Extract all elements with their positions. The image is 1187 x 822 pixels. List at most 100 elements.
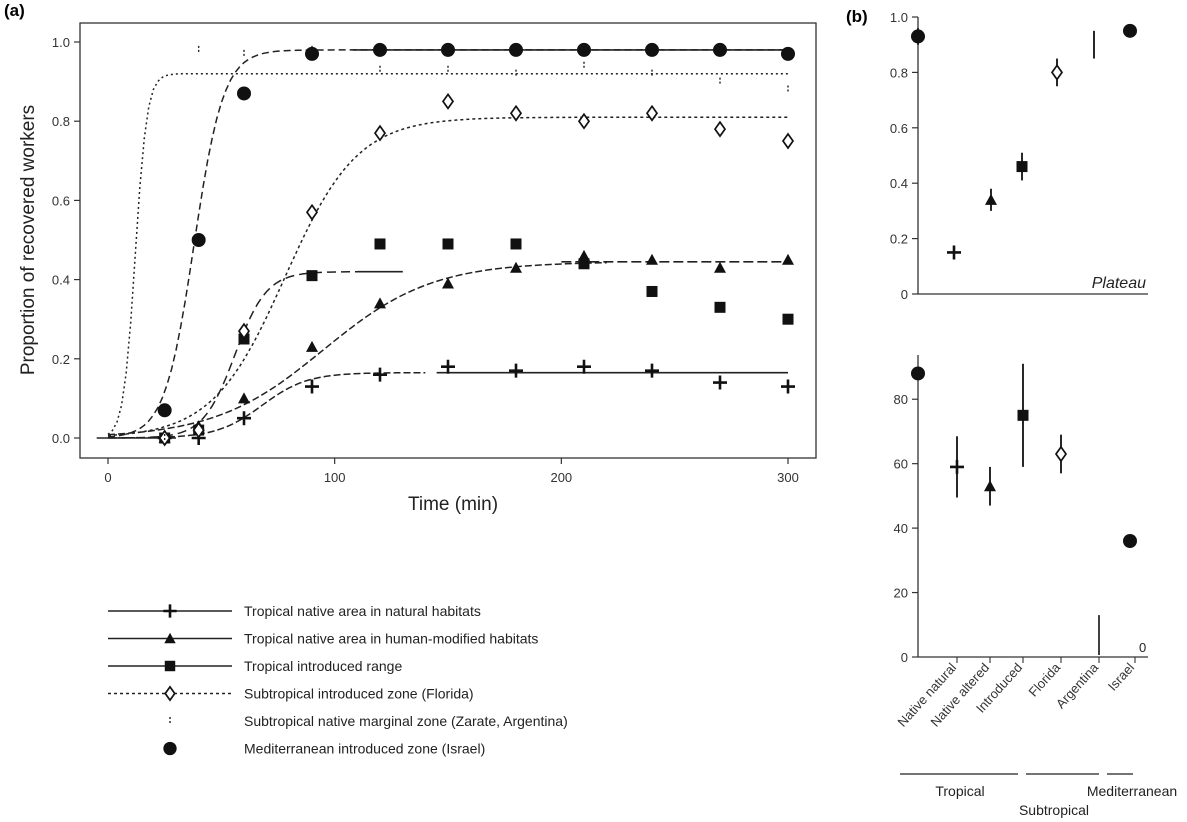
data-point-triangle bbox=[306, 340, 318, 352]
category-label: Israel bbox=[1105, 660, 1137, 694]
legend-label: Tropical introduced range bbox=[244, 658, 402, 674]
data-point-triangle bbox=[510, 261, 522, 273]
data-point-triangle bbox=[442, 277, 454, 289]
legend-label: Tropical native area in natural habitats bbox=[244, 603, 481, 619]
data-point-plus bbox=[781, 379, 795, 394]
data-point-square bbox=[374, 238, 386, 250]
group-label-subtropical: Subtropical bbox=[1019, 802, 1089, 818]
natural-fit-curve bbox=[108, 371, 426, 439]
data-point-circle-filled bbox=[237, 86, 251, 101]
florida-fit-curve bbox=[107, 116, 788, 437]
data-point-triangle bbox=[985, 193, 997, 205]
data-point-circle-filled bbox=[1123, 534, 1137, 548]
panel-b-bottom-markers bbox=[911, 363, 1137, 655]
legend: Tropical native area in natural habitats… bbox=[108, 603, 568, 757]
y-tick-label: 0.8 bbox=[890, 65, 908, 80]
data-point-plus bbox=[645, 363, 659, 378]
data-point-circle-filled bbox=[645, 42, 659, 57]
x-tick-label: 200 bbox=[550, 470, 572, 485]
data-point-plus bbox=[577, 359, 591, 374]
data-point-diamond-open bbox=[509, 104, 523, 122]
y-tick-label: 60 bbox=[894, 457, 908, 472]
category-label: Florida bbox=[1025, 659, 1063, 699]
y-tick-label: 0 bbox=[901, 287, 908, 302]
data-point-triangle bbox=[374, 297, 386, 309]
legend-marker-triangle bbox=[164, 632, 176, 644]
y-tick-label: 0.4 bbox=[52, 273, 70, 288]
data-point-square bbox=[510, 238, 522, 250]
panel-b-bottom-ticks: 0 20 40 60 80 bbox=[894, 392, 918, 665]
group-label-tropical: Tropical bbox=[935, 783, 984, 799]
panel-label-b: (b) bbox=[846, 7, 868, 26]
data-point-diamond-open bbox=[713, 120, 727, 138]
panel-a-markers bbox=[157, 42, 795, 447]
data-point-square bbox=[578, 258, 590, 270]
category-label: Argentina bbox=[1053, 659, 1102, 711]
data-point-circle-filled bbox=[305, 46, 319, 61]
y-tick-label: 0.2 bbox=[52, 352, 70, 367]
y-tick-label: 0.2 bbox=[890, 232, 908, 247]
data-point-diamond-open bbox=[645, 104, 659, 122]
data-point-plus bbox=[237, 411, 251, 426]
y-tick-label: 0.0 bbox=[52, 431, 70, 446]
data-point-diamond-open bbox=[237, 322, 251, 340]
legend-marker-circle-filled bbox=[163, 741, 177, 756]
data-point-circle-filled bbox=[781, 46, 795, 61]
argentina-fit-curve bbox=[107, 72, 788, 435]
y-tick-label: 1.0 bbox=[890, 10, 908, 25]
x-tick-label: 100 bbox=[324, 470, 346, 485]
data-point-diamond-open bbox=[781, 132, 795, 150]
y-tick-label: 0.4 bbox=[890, 176, 908, 191]
data-point-triangle bbox=[984, 480, 996, 492]
data-point-square bbox=[442, 238, 454, 250]
y-tick-label: 20 bbox=[894, 586, 908, 601]
data-point-circle-filled bbox=[373, 42, 387, 57]
data-point-diamond-open bbox=[192, 421, 205, 439]
legend-label: Mediterranean introduced zone (Israel) bbox=[244, 741, 485, 757]
y-tick-label: 0 bbox=[901, 650, 908, 665]
panel-label-a: (a) bbox=[4, 1, 25, 20]
data-point-square bbox=[306, 270, 318, 282]
panel-b-top-ticks: 0 0.2 0.4 0.6 0.8 1.0 bbox=[890, 10, 918, 302]
y-tick-label: 40 bbox=[894, 521, 908, 536]
data-point-triangle bbox=[238, 392, 250, 404]
data-point-square bbox=[1016, 161, 1028, 173]
data-point-diamond-open bbox=[441, 92, 455, 110]
data-point-circle-filled bbox=[1123, 23, 1137, 38]
introduced-fit-curve bbox=[108, 270, 403, 439]
legend-marker-square bbox=[164, 660, 176, 672]
israel-zero-label: 0 bbox=[1139, 640, 1146, 655]
data-point-diamond-open bbox=[1050, 63, 1064, 81]
y-tick-label: 80 bbox=[894, 392, 908, 407]
data-point-plus bbox=[373, 367, 387, 382]
data-point-diamond-open bbox=[373, 124, 387, 142]
data-point-plus bbox=[509, 363, 523, 378]
panel-b-plateau: Plateau bbox=[917, 17, 1148, 295]
legend-label: Tropical native area in human-modified h… bbox=[244, 631, 538, 647]
data-point-circle-filled bbox=[911, 366, 925, 381]
data-point-plus bbox=[305, 379, 319, 394]
panel-a-y-axis-label: Proportion of recovered workers bbox=[18, 105, 39, 375]
data-point-diamond-open bbox=[305, 203, 319, 221]
x-tick-label: 0 bbox=[104, 470, 111, 485]
legend-marker-plus bbox=[163, 604, 177, 618]
data-point-plus bbox=[950, 459, 964, 474]
data-point-circle-filled bbox=[157, 403, 172, 418]
y-tick-label: 1.0 bbox=[52, 35, 70, 50]
panel-b-top-markers bbox=[911, 23, 1137, 260]
panel-a-ticks: 0 100 200 300 0.0 0.2 0.4 0.6 0.8 1.0 bbox=[52, 35, 799, 485]
group-label-mediterranean: Mediterranean bbox=[1087, 783, 1177, 799]
data-point-square bbox=[782, 313, 794, 325]
data-point-triangle bbox=[714, 261, 726, 273]
legend-label: Subtropical introduced zone (Florida) bbox=[244, 686, 474, 702]
data-point-triangle bbox=[646, 253, 658, 265]
y-tick-label: 0.6 bbox=[52, 193, 70, 208]
data-point-plus bbox=[713, 375, 727, 390]
data-point-square bbox=[646, 285, 658, 297]
data-point-circle-filled bbox=[441, 42, 455, 57]
data-point-plus bbox=[441, 359, 455, 374]
y-tick-label: 0.8 bbox=[52, 114, 70, 129]
data-point-triangle bbox=[578, 249, 590, 261]
legend-label: Subtropical native marginal zone (Zarate… bbox=[244, 713, 568, 729]
